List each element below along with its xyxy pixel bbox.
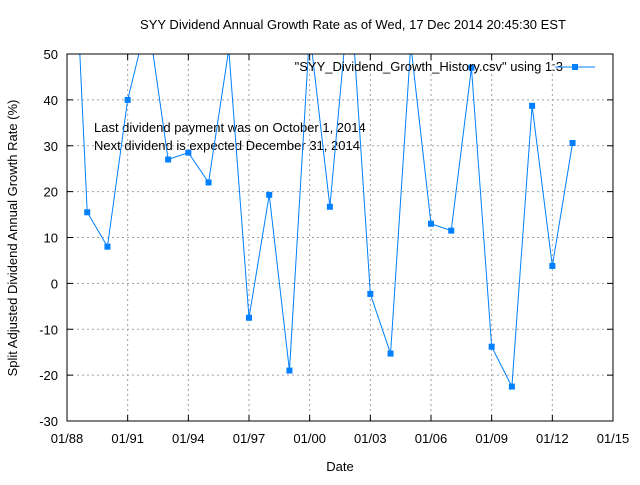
y-tick-label: 0	[51, 276, 58, 291]
data-point	[408, 42, 414, 48]
x-tick-label: 01/91	[111, 431, 144, 446]
x-tick-label: 01/97	[233, 431, 266, 446]
y-tick-label: 40	[44, 93, 58, 108]
data-point	[387, 350, 394, 357]
y-tick-label: 30	[44, 139, 58, 154]
y-tick-label: 20	[44, 185, 58, 200]
plot-border	[66, 53, 614, 422]
x-tick-label: 01/09	[475, 431, 508, 446]
data-point	[165, 156, 172, 163]
series-line	[79, 54, 574, 389]
x-tick-label: 01/00	[293, 431, 326, 446]
data-point	[529, 102, 536, 109]
annotation-last-dividend: Last dividend payment was on October 1, …	[94, 120, 366, 135]
y-axis-label: Split Adjusted Dividend Annual Growth Ra…	[5, 100, 20, 377]
data-point	[549, 262, 556, 269]
data-point	[104, 243, 111, 250]
annotation-next-dividend: Next dividend is expected December 31, 2…	[94, 138, 360, 153]
y-tick-label: -20	[39, 368, 58, 383]
data-point	[326, 203, 333, 210]
data-point	[448, 227, 455, 234]
data-point	[428, 220, 434, 227]
y-tick-label: -10	[39, 322, 58, 337]
data-point	[124, 96, 131, 103]
data-point	[367, 290, 374, 297]
data-point	[226, 46, 232, 52]
x-tick-label: 01/06	[415, 431, 448, 446]
y-tick-label: 50	[44, 47, 58, 62]
x-tick-label: 01/15	[597, 431, 630, 446]
x-tick-label: 01/12	[536, 431, 569, 446]
legend-label: "SYY_Dividend_Growth_History.csv" using …	[295, 59, 563, 74]
data-point	[246, 314, 252, 321]
x-tick-label: 01/88	[51, 431, 84, 446]
x-axis-label: Date	[326, 459, 353, 474]
y-tick-label: 10	[44, 231, 58, 246]
data-point	[468, 64, 475, 71]
data-point	[286, 367, 293, 374]
y-tick-label: -30	[39, 414, 58, 429]
data-point	[205, 179, 212, 186]
chart-title: SYY Dividend Annual Growth Rate as of We…	[140, 17, 566, 32]
legend-marker	[572, 64, 578, 70]
data-point	[84, 209, 91, 216]
data-point	[488, 343, 495, 350]
x-tick-label: 01/03	[354, 431, 387, 446]
data-point	[185, 149, 192, 156]
data-point	[569, 139, 576, 146]
data-point	[508, 383, 515, 390]
data-point	[266, 191, 273, 198]
x-tick-label: 01/94	[172, 431, 205, 446]
